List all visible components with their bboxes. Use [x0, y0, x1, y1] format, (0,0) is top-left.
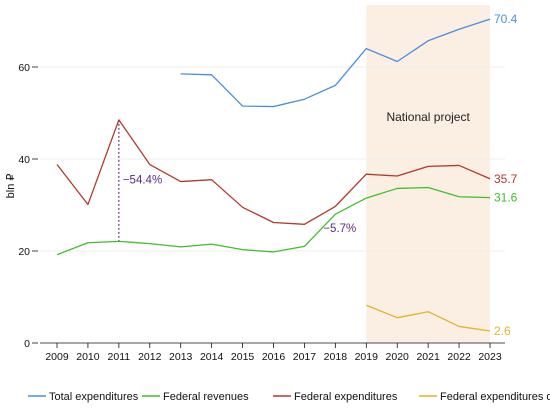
national-project-band-label: National project: [386, 110, 470, 124]
end-label-1: 70.4: [494, 12, 518, 26]
x-tick-label: 2011: [108, 351, 131, 363]
y-tick-label: 40: [18, 154, 30, 166]
series-line-2: [56, 186, 491, 256]
x-tick-label: 2014: [200, 351, 224, 363]
legend-item: Federal expenditures on the national pro…: [419, 391, 550, 403]
x-tick-label: 2018: [324, 351, 348, 363]
annotations: −54.4% −5.7%: [118, 119, 356, 242]
x-tick-label: 2009: [45, 351, 69, 363]
series-line-1: [180, 18, 491, 108]
x-tick-label: 2022: [447, 351, 471, 363]
series-line-3: [56, 119, 491, 225]
legend-item: Total expenditures: [28, 391, 139, 403]
x-tick-label: 2019: [355, 351, 379, 363]
y-tick-label: 60: [18, 62, 30, 74]
legend-label: Total expenditures: [49, 391, 139, 403]
x-tick-label: 2013: [169, 351, 193, 363]
x-tick-label: 2012: [138, 351, 162, 363]
national-project-band: [366, 5, 490, 343]
x-tick-label: 2021: [416, 351, 440, 363]
legend-label: Federal expenditures: [294, 391, 398, 403]
x-tick-label: 2010: [76, 351, 100, 363]
legend: Total expenditures Federal revenues Federa…: [28, 391, 550, 403]
x-tick-label: 2016: [262, 351, 286, 363]
y-axis-title: bln ₽: [5, 174, 17, 199]
x-tick-label: 2015: [231, 351, 255, 363]
legend-item: Federal expenditures: [273, 391, 398, 403]
legend-label: Federal expenditures on the national pro…: [440, 391, 550, 403]
end-labels: 70.4 31.6 35.7 2.6: [494, 12, 518, 338]
gridlines: [40, 66, 505, 252]
axes: 0 20 40 60 2009 2010 2011 2012 2013 2014 2015 2016 2…: [18, 62, 505, 363]
y-tick-label: 0: [24, 338, 30, 350]
national-project-band-layer: National project: [366, 5, 490, 343]
x-tick-label: 2020: [386, 351, 410, 363]
series-line-4: [366, 304, 491, 332]
legend-item: Federal revenues: [142, 391, 249, 403]
legend-label: Federal revenues: [163, 391, 249, 403]
annotation-label: −5.7%: [323, 223, 356, 235]
x-tick-label: 2023: [478, 351, 502, 363]
end-label-2: 31.6: [494, 191, 518, 205]
end-label-4: 2.6: [494, 324, 511, 338]
y-tick-label: 20: [18, 246, 30, 258]
end-label-3: 35.7: [494, 172, 518, 186]
annotation-label: −54.4%: [123, 175, 162, 187]
x-tick-label: 2017: [293, 351, 317, 363]
series-lines: [56, 18, 491, 332]
